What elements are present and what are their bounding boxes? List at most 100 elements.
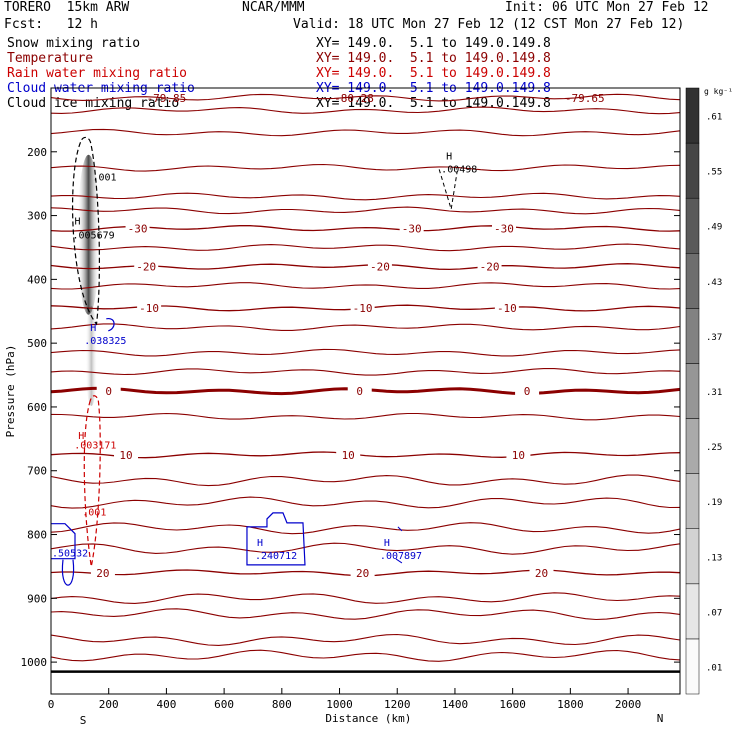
- x-tick-label: 2000: [615, 698, 642, 711]
- colorbar-tick-label: .19: [706, 498, 722, 508]
- header-init: Init: 06 UTC Mon 27 Feb 12: [505, 0, 709, 15]
- colorbar-tick-label: .07: [706, 608, 722, 618]
- cloud-water-max-value: .007897: [380, 551, 422, 562]
- contour-label-bg: [90, 566, 115, 579]
- contour-label-bg: [336, 448, 361, 461]
- field-xy: XY= 149.0. 5.1 to 149.0.149.8: [316, 51, 551, 66]
- temperature-contour: [50, 348, 681, 357]
- temperature-contour: [50, 592, 681, 604]
- contour-label-bg: [506, 448, 531, 461]
- y-tick-label: 900: [27, 592, 47, 605]
- contour-label-bg: [137, 302, 162, 315]
- colorbar-segment: [685, 473, 700, 529]
- temperature-contour: [50, 496, 681, 509]
- colorbar-tick-label: .13: [706, 553, 722, 563]
- colorbar-segment: [685, 638, 700, 695]
- y-tick-label: 200: [27, 146, 47, 159]
- y-axis-title: Pressure (hPa): [4, 345, 17, 438]
- contour-label-bg: [477, 260, 502, 273]
- temperature-contour-label: 20: [535, 567, 548, 580]
- temperature-contour-label: -20: [136, 261, 156, 274]
- colorbar-segment: [685, 583, 700, 640]
- colorbar-unit: g kg⁻¹: [704, 87, 733, 96]
- temperature-contour-label: -10: [497, 302, 517, 315]
- temperature-contour-label: -20: [370, 261, 390, 274]
- field-name: Cloud ice mixing ratio: [7, 96, 180, 111]
- temperature-contour: [50, 93, 681, 102]
- cloud-water-contour: [106, 318, 115, 332]
- x-tick-label: 1400: [442, 698, 469, 711]
- temperature-contour-label: 10: [342, 449, 355, 462]
- temperature-contour: [50, 368, 681, 376]
- temperature-contour: [50, 649, 681, 662]
- temperature-contour: [50, 633, 681, 646]
- cloud-water-contour: [246, 512, 306, 566]
- temperature-contour-label: 0: [105, 385, 112, 398]
- cloud-water-max-marker: H: [90, 323, 96, 334]
- cloud-water-max-marker: H: [257, 538, 263, 549]
- hydrometeor-layer: .001H.005679H.00498H.003171.001H.038325H…: [51, 136, 477, 586]
- field-xy: XY= 149.0. 5.1 to 149.0.149.8: [316, 66, 551, 81]
- x-tick-label: 0: [48, 698, 55, 711]
- field-name: Temperature: [7, 51, 94, 66]
- y-tick-label: 300: [27, 210, 47, 223]
- colorbar-segment: [685, 418, 700, 474]
- contour-label-bg: [347, 385, 372, 397]
- temperature-contour-label: -30: [402, 222, 422, 235]
- colorbar-tick-label: .37: [706, 333, 722, 343]
- colorbar-tick-label: .55: [706, 168, 722, 178]
- top-temperature-label: -79.85: [147, 92, 187, 105]
- x-tick-label: 1600: [499, 698, 526, 711]
- rain-max-marker: H: [78, 431, 84, 442]
- x-tick-label: 200: [99, 698, 119, 711]
- colorbar-tick-label: .01: [706, 663, 722, 673]
- cloud-water-contour: [395, 526, 403, 564]
- cloud-water-max-value: .240712: [255, 551, 297, 562]
- x-tick-label: 1200: [384, 698, 411, 711]
- colorbar-tick-label: .49: [706, 223, 722, 233]
- temperature-contour: [50, 206, 681, 215]
- temperature-contour-label: 10: [512, 449, 525, 462]
- temperature-contour-label: 20: [356, 567, 369, 580]
- header-model: TORERO 15km ARW: [4, 0, 130, 15]
- temperature-contour: [50, 412, 681, 421]
- contour-label-bg: [350, 566, 375, 579]
- colorbar-segment: [685, 197, 700, 254]
- temperature-contour: [50, 542, 681, 555]
- contour-label-bg: [350, 302, 375, 315]
- header-fcst: Fcst: 12 h: [4, 17, 98, 32]
- temperature-contour-label: 0: [356, 385, 363, 398]
- rain-contour-label: .001: [82, 507, 106, 518]
- snow-contour-label: .001: [93, 172, 117, 183]
- contour-label-bg: [399, 222, 424, 235]
- snow-shading: [77, 154, 100, 315]
- header-valid: Valid: 18 UTC Mon 27 Feb 12 (12 CST Mon …: [293, 17, 685, 32]
- header-center: NCAR/MMM: [242, 0, 305, 15]
- contour-label-bg: [125, 222, 150, 235]
- top-temperature-label: -80.28: [334, 92, 374, 105]
- colorbar-tick-label: .31: [706, 388, 722, 398]
- temperature-contour: [50, 522, 681, 535]
- temperature-contour-label: 20: [96, 567, 109, 580]
- x-end-label-north: N: [657, 712, 664, 725]
- temperature-contour: [50, 225, 681, 232]
- temperature-contour-label: -10: [353, 302, 373, 315]
- snow-max-value: .005679: [73, 230, 115, 241]
- x-tick-label: 1800: [557, 698, 584, 711]
- field-xy: XY= 149.0. 5.1 to 149.0.149.8: [316, 96, 551, 111]
- rain-max-value: .003171: [74, 440, 116, 451]
- snow-max-marker: H: [75, 216, 81, 227]
- y-tick-label: 1000: [21, 656, 48, 669]
- field-name: Snow mixing ratio: [7, 36, 141, 51]
- temperature-contour-label: 0: [524, 385, 531, 398]
- cloud-water-max-marker: H: [384, 538, 390, 549]
- snow-shading: [85, 305, 98, 406]
- temperature-contour: [50, 451, 681, 459]
- contour-label-bg: [96, 385, 121, 397]
- contour-label-bg: [134, 260, 159, 273]
- snow-max-marker: H: [446, 151, 452, 162]
- temperature-contour: [50, 323, 681, 331]
- colorbar-segment: [685, 528, 700, 585]
